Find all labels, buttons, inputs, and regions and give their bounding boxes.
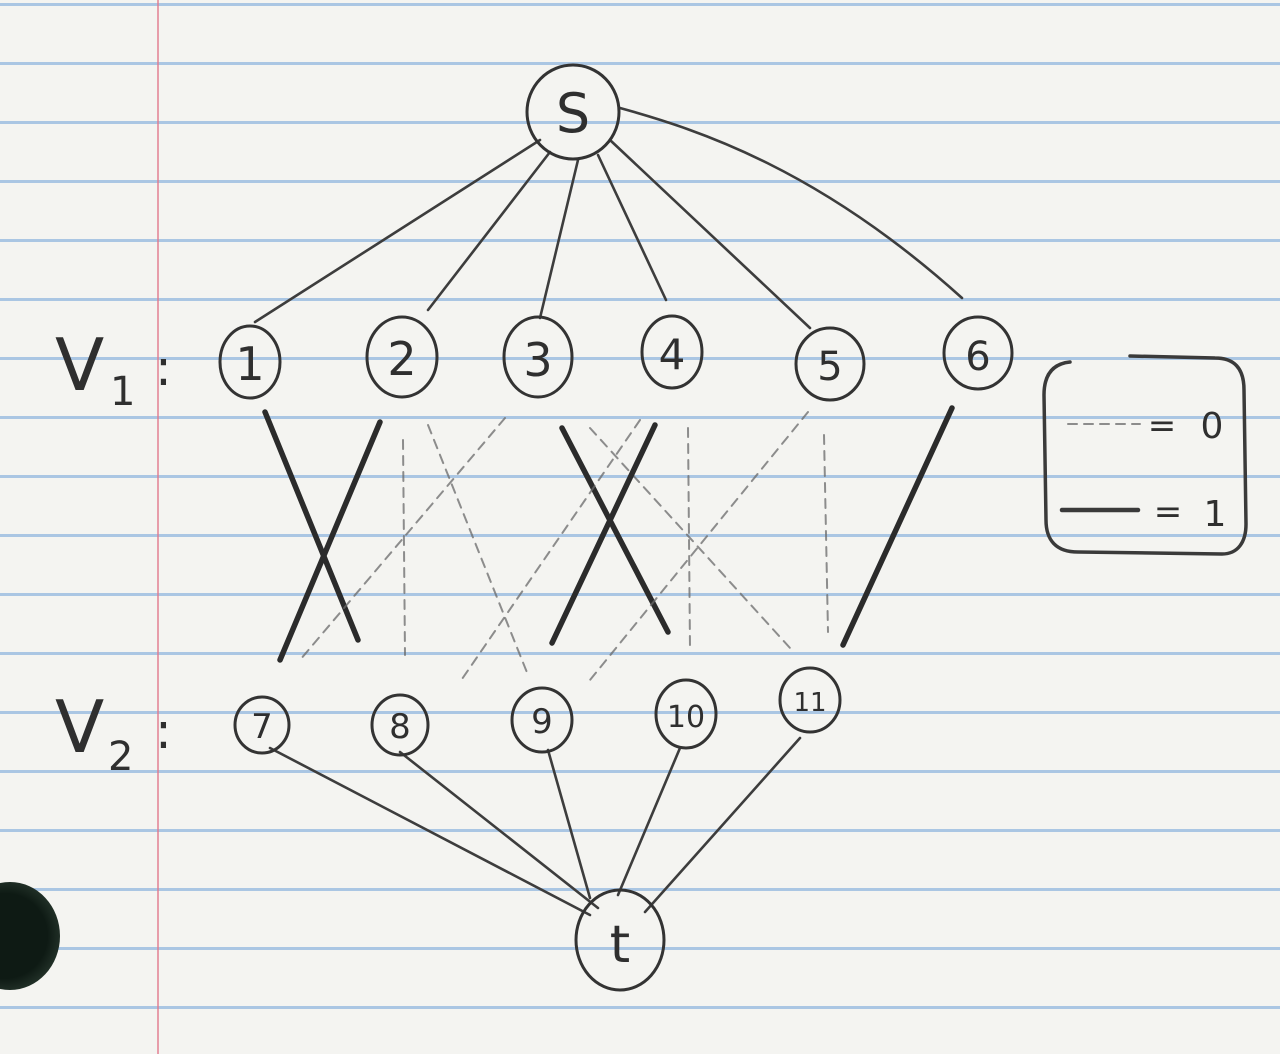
svg-text:=: = — [1148, 406, 1177, 446]
edge-6-11 — [840, 405, 955, 648]
node-6: 6 — [942, 315, 1014, 391]
edge-3-10 — [559, 425, 671, 635]
edge-5-8 — [589, 411, 809, 681]
edge-10-t — [616, 746, 682, 897]
node-5: 5 — [794, 326, 866, 402]
edge-s-1 — [253, 138, 542, 324]
edge-2-7 — [277, 419, 383, 663]
edge-1-8 — [262, 409, 361, 643]
svg-text:=: = — [1154, 492, 1183, 532]
row-label-v2: V 2 : — [55, 685, 172, 780]
node-11: 11 — [778, 666, 842, 734]
source-node: S — [525, 63, 621, 161]
edge-s-2 — [426, 150, 552, 312]
node-1: 1 — [218, 324, 282, 400]
node-11-label: 11 — [793, 688, 826, 718]
node-10-label: 10 — [667, 700, 705, 735]
node-9-label: 9 — [531, 702, 553, 742]
edge-s-4 — [596, 153, 668, 302]
edge-2-8 — [402, 439, 406, 656]
edge-3-11 — [589, 427, 791, 649]
v1-nodes: 1 2 3 4 5 6 — [218, 314, 1014, 402]
node-7-label: 7 — [251, 707, 273, 747]
edge-8-t — [398, 750, 600, 910]
row-label-v1-letter: V — [55, 323, 104, 407]
node-5-label: 5 — [817, 344, 842, 390]
node-2: 2 — [365, 315, 439, 399]
row-label-v2-letter: V — [55, 685, 104, 769]
edge-9-t — [546, 748, 592, 900]
node-1-label: 1 — [235, 337, 264, 391]
row-label-v1-subscript: 1 — [110, 369, 135, 415]
source-edges — [253, 106, 964, 330]
node-4-label: 4 — [659, 330, 686, 379]
legend-box — [1042, 354, 1248, 556]
legend: = 0 = 1 — [1042, 354, 1248, 556]
edge-s-3 — [538, 158, 580, 320]
node-8-label: 8 — [389, 707, 411, 747]
row-label-v1-colon: : — [155, 339, 172, 397]
edge-s-5 — [608, 138, 812, 330]
legend-item-dashed: = 0 — [1067, 406, 1224, 447]
sink-node-label: t — [610, 915, 630, 975]
edge-7-t — [268, 746, 592, 917]
edge-2-9 — [427, 424, 529, 676]
v2-nodes: 7 8 9 10 11 — [233, 666, 842, 757]
node-9: 9 — [510, 686, 574, 754]
legend-solid-value: 1 — [1204, 494, 1227, 535]
node-3-label: 3 — [523, 333, 552, 387]
bipartite-edges — [262, 405, 955, 683]
margin-line — [157, 0, 159, 1054]
node-3: 3 — [502, 315, 574, 399]
edge-11-t — [643, 736, 802, 914]
node-4: 4 — [640, 314, 704, 390]
edge-3-7 — [299, 417, 506, 661]
edge-4-8 — [459, 419, 641, 683]
edge-4-9 — [549, 422, 658, 646]
edge-4-10 — [687, 427, 691, 649]
row-label-v2-subscript: 2 — [108, 734, 133, 780]
source-node-label: S — [556, 82, 590, 145]
node-2-label: 2 — [387, 332, 416, 386]
legend-item-solid: = 1 — [1059, 492, 1227, 535]
legend-dashed-value: 0 — [1201, 406, 1224, 447]
row-label-v1: V 1 : — [55, 323, 172, 415]
node-8: 8 — [370, 693, 430, 757]
node-7: 7 — [233, 695, 291, 755]
sink-node: t — [574, 888, 666, 992]
edge-5-11 — [823, 434, 829, 633]
sink-edges — [268, 736, 802, 917]
node-10: 10 — [654, 678, 718, 750]
row-label-v2-colon: : — [155, 702, 172, 760]
node-6-label: 6 — [965, 334, 990, 380]
edge-s-6 — [618, 106, 964, 300]
